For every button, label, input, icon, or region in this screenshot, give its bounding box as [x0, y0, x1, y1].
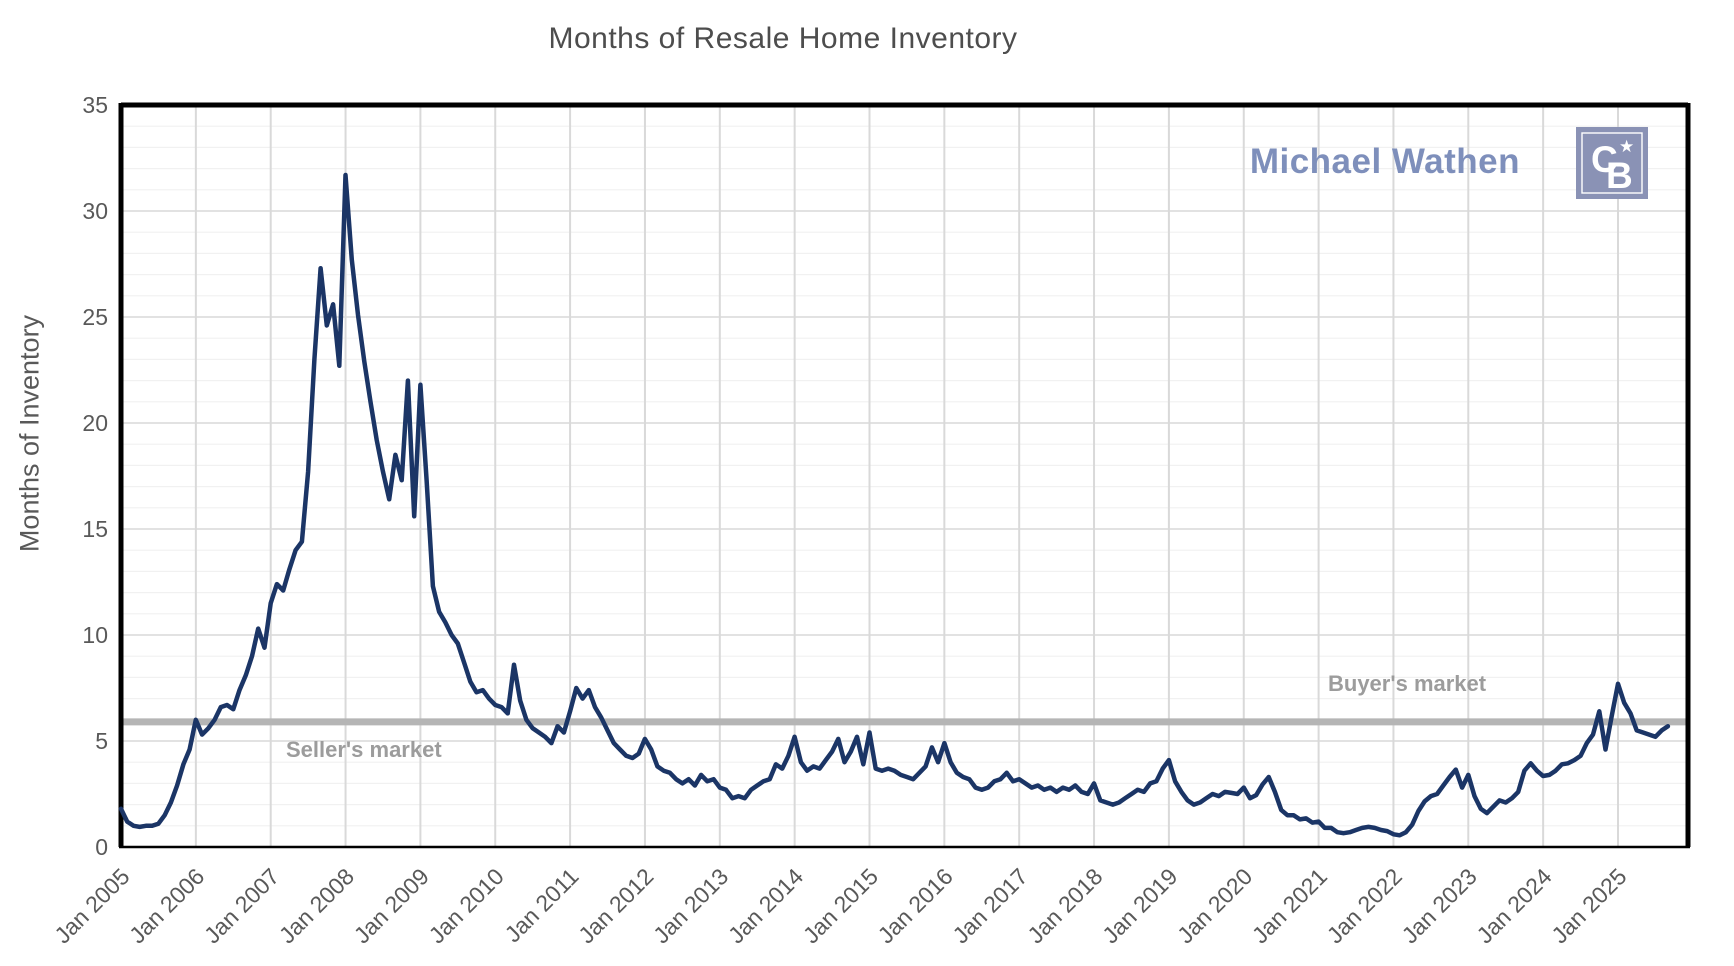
buyers-market-label: Buyer's market: [1328, 671, 1487, 696]
x-tick-label: Jan 2020: [1172, 863, 1257, 948]
coldwell-banker-logo: C B ★: [1576, 127, 1648, 199]
x-tick-label: Jan 2009: [349, 863, 434, 948]
cb-monogram-icon: C B ★: [1576, 127, 1648, 199]
x-tick-label: Jan 2018: [1022, 863, 1107, 948]
y-tick-label: 10: [82, 622, 108, 648]
watermark-author: Michael Wathen: [1249, 142, 1520, 181]
x-tick-label: Jan 2005: [49, 863, 134, 948]
logo-background: [1576, 127, 1648, 199]
x-tick-label: Jan 2007: [199, 863, 284, 948]
x-tick-label: Jan 2006: [124, 863, 209, 948]
y-tick-label: 15: [82, 516, 108, 542]
x-tick-label: Jan 2008: [274, 863, 359, 948]
y-axis-title: Months of Inventory: [14, 314, 45, 553]
x-tick-label: Jan 2010: [423, 863, 508, 948]
y-tick-label: 25: [82, 304, 108, 330]
x-tick-label: Jan 2019: [1097, 863, 1182, 948]
inventory-series-line: [118, 172, 1671, 838]
x-tick-label: Jan 2021: [1247, 863, 1332, 948]
x-tick-label: Jan 2023: [1397, 863, 1482, 948]
x-tick-label: Jan 2015: [798, 863, 883, 948]
x-tick-label: Jan 2016: [873, 863, 958, 948]
y-tick-label: 5: [95, 728, 108, 754]
x-tick-label: Jan 2014: [723, 863, 808, 948]
logo-inner-border: [1581, 132, 1643, 194]
x-tick-label: Jan 2011: [500, 863, 584, 947]
y-tick-label: 20: [82, 410, 108, 436]
logo-star-icon: ★: [1619, 137, 1634, 156]
y-tick-label: 35: [82, 92, 108, 118]
x-tick-label: Jan 2017: [947, 863, 1032, 948]
x-tick-label: Jan 2025: [1546, 863, 1631, 948]
x-tick-label: Jan 2012: [573, 863, 658, 948]
x-tick-label: Jan 2022: [1322, 863, 1407, 948]
x-tick-label: Jan 2024: [1471, 863, 1556, 948]
y-tick-label: 30: [82, 198, 108, 224]
chart-title: Months of Resale Home Inventory: [548, 22, 1018, 55]
x-tick-label: Jan 2013: [648, 863, 733, 948]
logo-letter-b: B: [1606, 155, 1633, 196]
sellers-market-label: Seller's market: [286, 737, 442, 762]
y-tick-label: 0: [95, 834, 108, 860]
logo-letter-c: C: [1591, 139, 1618, 180]
